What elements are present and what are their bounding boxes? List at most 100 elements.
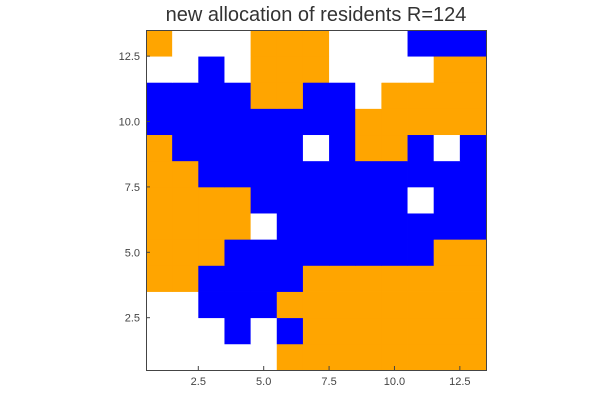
heatmap-cell-blue — [276, 317, 304, 345]
heatmap-cell-orange — [459, 239, 487, 266]
heatmap-cell-orange — [433, 56, 461, 83]
heatmap-cell-empty — [250, 317, 278, 345]
heatmap-cell-orange — [172, 265, 199, 292]
x-tick-label: 12.5 — [449, 376, 470, 388]
heatmap-cell-blue — [459, 186, 487, 214]
heatmap-cell-orange — [355, 134, 382, 162]
heatmap-cell-blue — [302, 239, 330, 266]
heatmap-cell-blue — [224, 160, 252, 188]
heatmap-cell-blue — [459, 213, 487, 240]
heatmap-cell-blue — [329, 160, 356, 188]
heatmap-cell-blue — [329, 134, 356, 162]
heatmap-cell-orange — [250, 82, 278, 109]
heatmap-cell-orange — [302, 343, 330, 371]
heatmap-cell-orange — [433, 265, 461, 292]
heatmap-cell-blue — [381, 239, 408, 266]
heatmap-cell-orange — [407, 291, 435, 319]
heatmap-cell-orange — [172, 239, 199, 266]
heatmap-cell-orange — [433, 317, 461, 345]
heatmap-cell-orange — [459, 317, 487, 345]
heatmap-cell-orange — [459, 56, 487, 83]
heatmap-cell-orange — [459, 108, 487, 136]
heatmap-cell-orange — [146, 239, 173, 266]
heatmap-cell-orange — [381, 317, 408, 345]
heatmap-cell-blue — [433, 213, 461, 240]
heatmap-cell-blue — [381, 186, 408, 214]
heatmap-cell-empty — [407, 56, 435, 83]
heatmap-cell-orange — [329, 265, 356, 292]
heatmap-cell-blue — [224, 317, 252, 345]
heatmap-cell-blue — [172, 108, 199, 136]
heatmap-cell-orange — [355, 343, 382, 371]
heatmap-cell-blue — [250, 160, 278, 188]
heatmap-cell-blue — [407, 160, 435, 188]
heatmap-cell-blue — [329, 108, 356, 136]
heatmap-cell-blue — [250, 186, 278, 214]
heatmap-cell-empty — [146, 343, 173, 371]
heatmap-cell-empty — [329, 30, 356, 57]
heatmap-cell-blue — [172, 134, 199, 162]
heatmap-cell-blue — [276, 160, 304, 188]
heatmap-cell-orange — [250, 30, 278, 57]
heatmap-cell-empty — [355, 82, 382, 109]
heatmap-cell-blue — [407, 213, 435, 240]
heatmap-cell-orange — [224, 186, 252, 214]
heatmap-cell-blue — [224, 239, 252, 266]
heatmap-cell-empty — [146, 291, 173, 319]
heatmap-cell-empty — [172, 343, 199, 371]
heatmap-cell-empty — [172, 56, 199, 83]
heatmap-cell-blue — [381, 213, 408, 240]
heatmap-cell-empty — [250, 343, 278, 371]
heatmap-cell-empty — [198, 343, 225, 371]
heatmap-cell-blue — [276, 186, 304, 214]
heatmap-cell-orange — [276, 291, 304, 319]
heatmap-cell-orange — [146, 30, 173, 57]
heatmap-cell-blue — [329, 186, 356, 214]
heatmap-cell-orange — [433, 108, 461, 136]
heatmap-cell-orange — [407, 108, 435, 136]
heatmap-cell-empty — [381, 30, 408, 57]
heatmap-cell-blue — [433, 30, 461, 57]
heatmap-cell-empty — [224, 56, 252, 83]
y-tick-label: 12.5 — [119, 51, 140, 63]
heatmap-cell-orange — [433, 82, 461, 109]
heatmap-cell-orange — [302, 317, 330, 345]
heatmap-cell-orange — [381, 343, 408, 371]
heatmap-cell-blue — [407, 239, 435, 266]
heatmap-cell-orange — [355, 317, 382, 345]
heatmap-cell-blue — [146, 108, 173, 136]
heatmap-cell-orange — [381, 134, 408, 162]
x-tick-label: 2.5 — [191, 376, 206, 388]
heatmap-cell-orange — [250, 56, 278, 83]
heatmap-cell-empty — [355, 56, 382, 83]
heatmap-cell-orange — [459, 343, 487, 371]
x-tick-label: 10.0 — [384, 376, 405, 388]
heatmap-cell-orange — [407, 317, 435, 345]
x-tick-label: 7.5 — [321, 376, 336, 388]
heatmap-cell-blue — [459, 160, 487, 188]
heatmap-cell-empty — [407, 186, 435, 214]
heatmap-cell-blue — [224, 108, 252, 136]
heatmap-cell-empty — [172, 317, 199, 345]
heatmap-cell-orange — [433, 239, 461, 266]
heatmap-cell-blue — [250, 108, 278, 136]
heatmap-cell-orange — [459, 82, 487, 109]
heatmap-cell-blue — [276, 239, 304, 266]
heatmap-cell-blue — [302, 160, 330, 188]
chart-title: new allocation of residents R=124 — [166, 4, 467, 26]
heatmap-cell-blue — [407, 30, 435, 57]
heatmap-cell-orange — [433, 343, 461, 371]
heatmap-cell-orange — [329, 343, 356, 371]
heatmap-cell-blue — [172, 82, 199, 109]
heatmap-cell-orange — [355, 108, 382, 136]
heatmap-cell-blue — [459, 30, 487, 57]
heatmap-cell-orange — [146, 265, 173, 292]
heatmap-cell-orange — [381, 291, 408, 319]
heatmap-cell-orange — [146, 186, 173, 214]
heatmap-cell-empty — [146, 56, 173, 83]
heatmap-cell-orange — [329, 317, 356, 345]
heatmap-cell-orange — [146, 160, 173, 188]
y-axis: 2.5 5.0 7.5 10.0 12.5 — [119, 51, 150, 325]
y-tick-label: 2.5 — [125, 313, 140, 325]
